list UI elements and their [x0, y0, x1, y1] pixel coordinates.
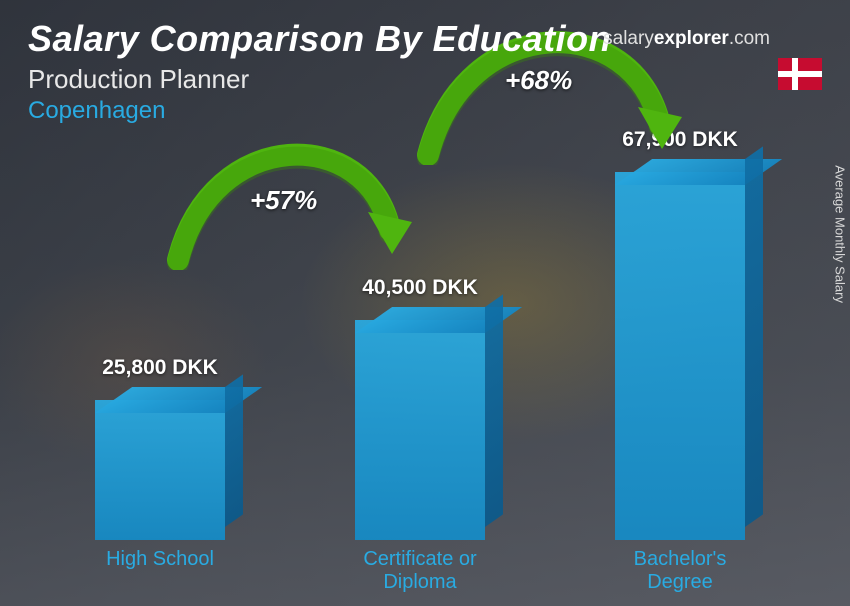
bar-value-label: 25,800 DKK [102, 356, 218, 380]
bar-group: 67,900 DKKBachelor's Degree [590, 172, 770, 540]
category-label: Certificate or Diploma [320, 548, 520, 594]
bar-side [745, 146, 763, 527]
bar-front [95, 400, 225, 540]
denmark-flag-icon [778, 58, 822, 90]
category-label: High School [60, 548, 260, 571]
bar: 40,500 DKK [355, 320, 485, 540]
brand-prefix: salary [603, 28, 654, 49]
brand-bold: explorer [654, 28, 729, 49]
category-label: Bachelor's Degree [580, 548, 780, 594]
bar-value-label: 67,900 DKK [622, 128, 738, 152]
y-axis-label: Average Monthly Salary [833, 165, 848, 303]
location: Copenhagen [28, 97, 822, 125]
bar: 67,900 DKK [615, 172, 745, 540]
bar-side [225, 374, 243, 527]
bar-value-label: 40,500 DKK [362, 276, 478, 300]
bar-group: 40,500 DKKCertificate or Diploma [330, 320, 510, 540]
brand-watermark: salaryexplorer.com [603, 28, 770, 50]
brand-suffix: .com [729, 28, 770, 49]
job-title: Production Planner [28, 64, 822, 95]
bar-front [615, 172, 745, 540]
bar: 25,800 DKK [95, 400, 225, 540]
bar-chart: 25,800 DKKHigh School40,500 DKKCertifica… [50, 150, 790, 588]
bar-group: 25,800 DKKHigh School [70, 400, 250, 540]
increase-pct-label: +57% [250, 185, 317, 216]
bar-side [485, 294, 503, 527]
bar-front [355, 320, 485, 540]
